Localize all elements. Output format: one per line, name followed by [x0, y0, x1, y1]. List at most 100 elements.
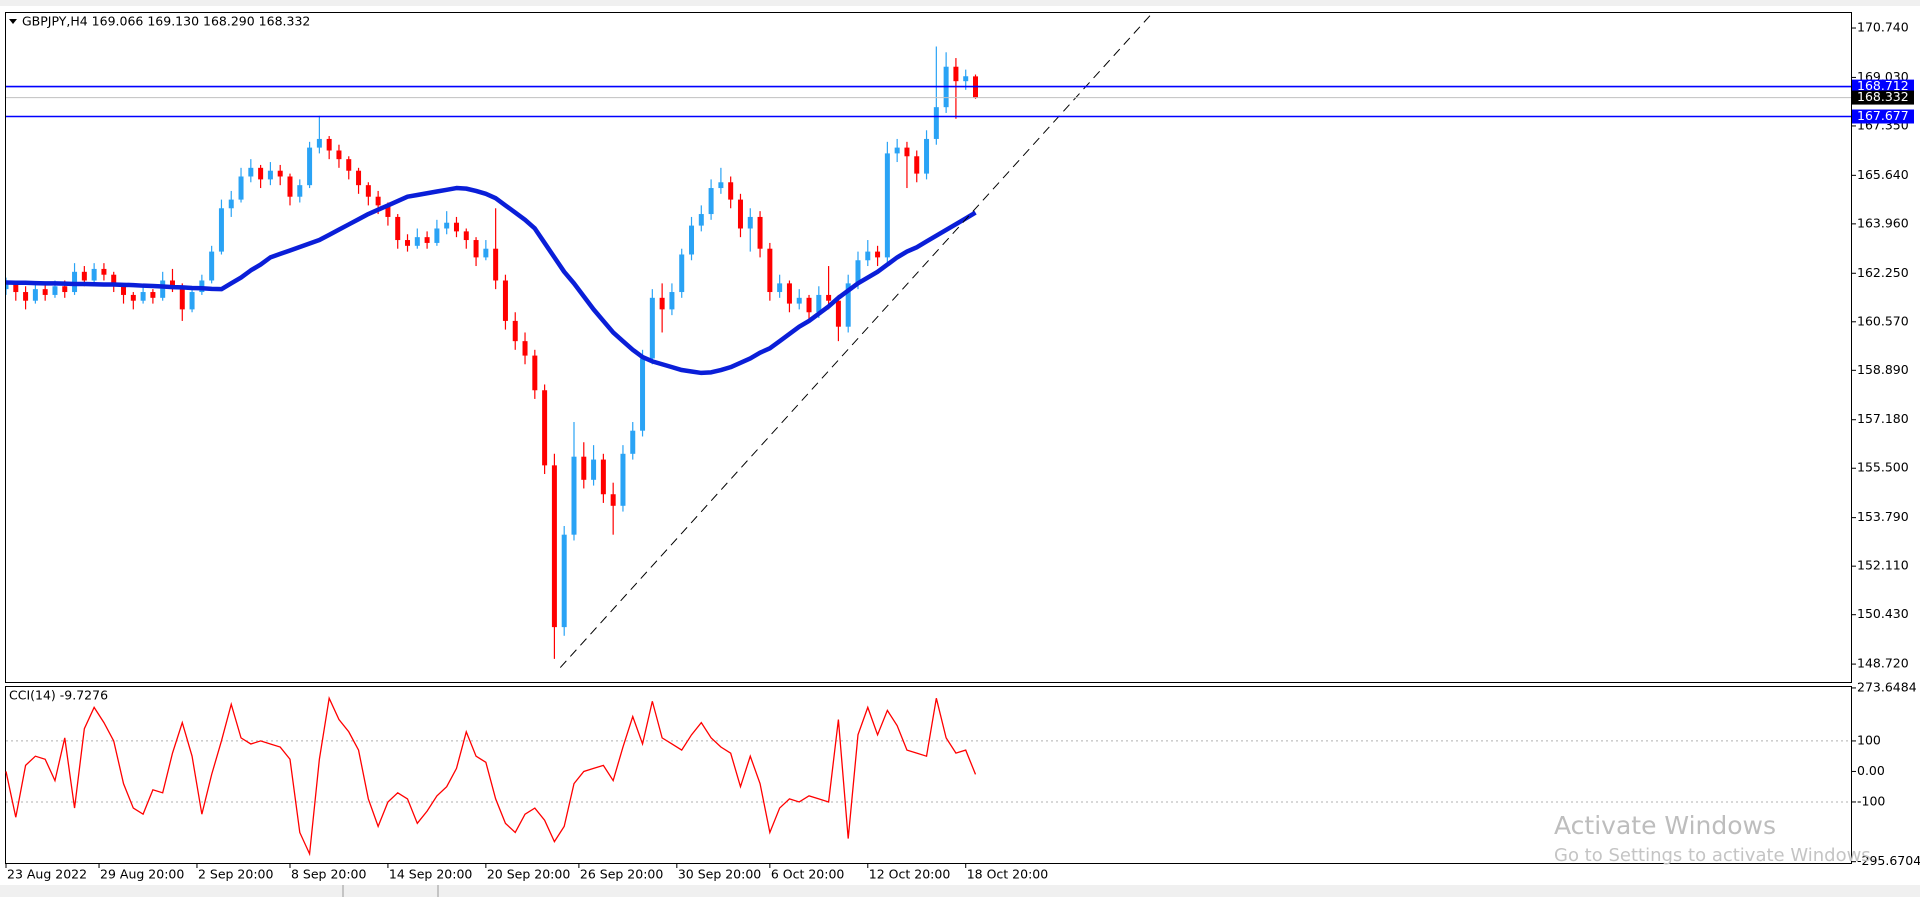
candle-body: [150, 292, 156, 298]
x-tick-label: 18 Oct 20:00: [967, 867, 1049, 882]
y2-tick-label: 273.6484: [1857, 679, 1917, 694]
candle-body: [894, 147, 900, 154]
main-panel: [5, 12, 1852, 683]
candle-body: [865, 251, 871, 261]
candle-body: [101, 268, 107, 275]
candle-body: [356, 170, 362, 186]
candle-body: [640, 358, 646, 431]
candle-body: [581, 456, 587, 480]
candle-body: [767, 248, 773, 293]
candle-body: [228, 199, 234, 209]
candle-body: [336, 150, 342, 160]
indicator-panel: [5, 686, 1852, 864]
candle-body: [522, 341, 528, 356]
candle-body: [42, 289, 48, 295]
y-tick-label: 163.960: [1857, 215, 1909, 230]
candle-body: [346, 159, 352, 171]
panel-menu-arrow[interactable]: [9, 19, 17, 24]
candle-body: [424, 237, 430, 243]
candle-body: [571, 456, 577, 535]
y-tick-label: 160.570: [1857, 313, 1909, 328]
candle-body: [160, 280, 166, 298]
candle-body: [385, 205, 391, 217]
candle-body: [405, 240, 411, 246]
candle-body: [111, 274, 117, 287]
x-tick-label: 6 Oct 20:00: [771, 867, 845, 882]
candle-body: [933, 107, 939, 139]
candle-body: [248, 167, 254, 177]
y-tick-label: 162.250: [1857, 265, 1909, 280]
candle-body: [209, 251, 215, 281]
candle-body: [258, 167, 264, 180]
candle-body: [179, 286, 185, 310]
y2-tick-label: 100: [1857, 732, 1881, 747]
trend-line: [559, 14, 1152, 668]
candle-body: [307, 147, 313, 186]
candle-body: [189, 292, 195, 310]
y2-tick-label: 0.00: [1857, 763, 1885, 778]
level-label-box: [1852, 109, 1914, 124]
candle-body: [610, 494, 616, 506]
candle-body: [904, 147, 910, 157]
candle-body: [277, 170, 283, 177]
candle-body: [542, 390, 548, 466]
y2-tick-label: -295.6704: [1857, 853, 1920, 868]
y-tick-label: 150.430: [1857, 606, 1909, 621]
candle-body: [140, 292, 146, 301]
candle-body: [689, 225, 695, 255]
candle-body: [659, 297, 665, 310]
x-tick-label: 30 Sep 20:00: [678, 867, 761, 882]
x-tick-label: 20 Sep 20:00: [487, 867, 570, 882]
y-tick-label: 157.180: [1857, 411, 1909, 426]
candle-body: [679, 254, 685, 293]
candle-body: [953, 66, 959, 82]
watermark-title: Activate Windows: [1554, 811, 1776, 840]
candle-body: [483, 248, 489, 258]
candle-body: [591, 459, 597, 480]
candle-body: [512, 320, 518, 342]
candle-body: [747, 216, 753, 229]
moving-average: [6, 185, 977, 376]
candle-body: [620, 453, 626, 506]
level-label: 168.712: [1857, 78, 1909, 93]
candle-body: [62, 286, 68, 293]
candle-body: [845, 283, 851, 327]
candle-body: [365, 185, 371, 197]
candle-body: [835, 300, 841, 327]
candle-body: [326, 138, 332, 151]
chart-header: GBPJPY,H4 169.066 169.130 168.290 168.33…: [22, 14, 310, 29]
level-label: 167.677: [1857, 108, 1909, 123]
candle-body: [395, 216, 401, 241]
y-tick-label: 148.720: [1857, 656, 1909, 671]
candle-body: [52, 286, 58, 295]
candle-body: [963, 76, 969, 82]
candle-body: [13, 283, 19, 293]
candle-body: [502, 280, 508, 321]
candle-body: [698, 214, 704, 226]
candle-body: [316, 138, 322, 148]
candle-body: [757, 216, 763, 249]
candle-body: [297, 185, 303, 197]
candle-body: [6, 283, 9, 290]
x-tick-label: 29 Aug 20:00: [100, 867, 184, 882]
x-tick-label: 2 Sep 20:00: [198, 867, 274, 882]
candle-body: [718, 182, 724, 189]
candle-body: [23, 292, 29, 301]
last-price-box: [1852, 90, 1914, 105]
candle-body: [884, 153, 890, 258]
candle-body: [453, 222, 459, 232]
candle-body: [434, 228, 440, 243]
indicator-title: CCI(14) -9.7276: [9, 688, 108, 703]
y-tick-label: 170.740: [1857, 20, 1909, 35]
candle-body: [414, 237, 420, 246]
candle-body: [473, 240, 479, 258]
x-tick-label: 14 Sep 20:00: [389, 867, 472, 882]
candle-body: [669, 292, 675, 310]
candle-body: [914, 156, 920, 174]
cci-line: [5, 695, 977, 857]
candle-body: [32, 289, 38, 301]
x-tick-label: 12 Oct 20:00: [869, 867, 951, 882]
candle-body: [532, 355, 538, 391]
